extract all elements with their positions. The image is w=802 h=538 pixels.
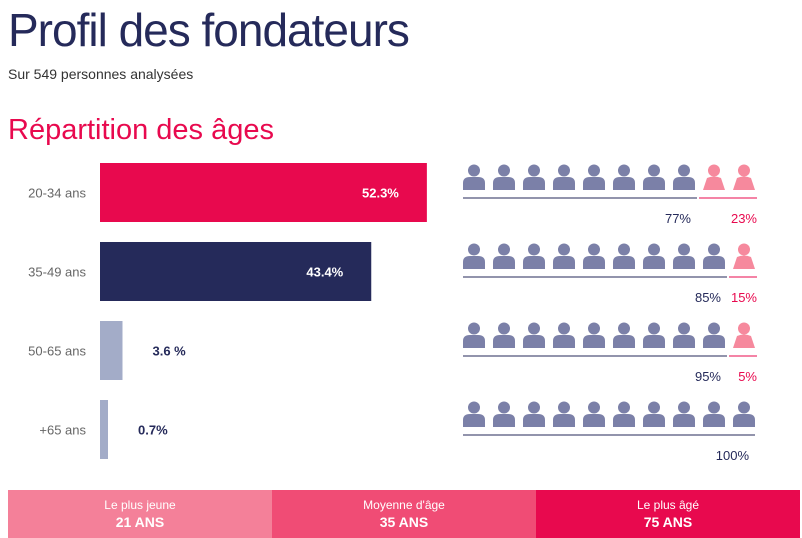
male-person-icon (553, 243, 575, 269)
male-person-icon (613, 164, 635, 190)
male-person-icon (583, 322, 605, 348)
youngest-label: Le plus jeune (104, 497, 176, 512)
male-person-icon (583, 164, 605, 190)
female-share-label: 5% (738, 369, 757, 384)
male-person-icon (553, 401, 575, 427)
male-share-label: 85% (695, 290, 721, 305)
male-person-icon (673, 401, 695, 427)
page-subtitle: Sur 549 personnes analysées (8, 66, 194, 82)
bar-category-label: 50-65 ans (28, 344, 86, 359)
male-person-icon (613, 401, 635, 427)
male-person-icon (463, 401, 485, 427)
average-label: Moyenne d'âge (363, 497, 445, 512)
female-person-icon (703, 164, 725, 190)
average-age-stat: Moyenne d'âge 35 ANS (272, 490, 536, 538)
bar (100, 163, 427, 222)
gender-pictogram-chart: 77% 23% 85% 15% 95% 5% 100% (463, 164, 757, 463)
male-person-icon (703, 322, 725, 348)
bar-data-label: 43.4% (306, 265, 343, 280)
oldest-founder-stat: Le plus âgé 75 ANS (536, 490, 800, 538)
male-person-icon (673, 243, 695, 269)
bar-data-label: 0.7% (138, 423, 168, 438)
oldest-label: Le plus âgé (636, 497, 700, 512)
bar-category-label: 20-34 ans (28, 186, 86, 201)
average-value: 35 ANS (379, 513, 429, 530)
male-person-icon (493, 164, 515, 190)
male-person-icon (463, 243, 485, 269)
bar (100, 242, 372, 301)
male-person-icon (643, 322, 665, 348)
male-share-label: 77% (665, 211, 691, 226)
male-person-icon (493, 243, 515, 269)
section-title: Répartition des âges (8, 114, 274, 146)
male-person-icon (493, 322, 515, 348)
bar-category-label: +65 ans (39, 423, 86, 438)
male-person-icon (523, 322, 545, 348)
male-person-icon (673, 164, 695, 190)
male-share-label: 100% (716, 448, 750, 463)
male-person-icon (733, 401, 755, 427)
male-person-icon (553, 322, 575, 348)
female-person-icon (733, 243, 755, 269)
male-person-icon (673, 322, 695, 348)
male-person-icon (643, 164, 665, 190)
male-share-label: 95% (695, 369, 721, 384)
female-person-icon (733, 164, 755, 190)
male-person-icon (523, 164, 545, 190)
male-person-icon (523, 401, 545, 427)
age-summary-footer: Le plus jeune 21 ANS Moyenne d'âge 35 AN… (8, 490, 800, 538)
male-person-icon (613, 322, 635, 348)
bar (100, 400, 108, 459)
female-share-label: 15% (731, 290, 757, 305)
male-person-icon (613, 243, 635, 269)
female-person-icon (733, 322, 755, 348)
age-bar-chart: 20-34 ans 52.3% 35-49 ans 43.4% 50-65 ans 3.6… (28, 163, 427, 459)
bar-category-label: 35-49 ans (28, 265, 86, 280)
bar-data-label: 3.6 % (153, 344, 187, 359)
oldest-value: 75 ANS (643, 513, 693, 530)
male-person-icon (553, 164, 575, 190)
bar-data-label: 52.3% (362, 186, 399, 201)
male-person-icon (643, 243, 665, 269)
bar (100, 321, 123, 380)
youngest-founder-stat: Le plus jeune 21 ANS (8, 490, 272, 538)
male-person-icon (703, 243, 725, 269)
male-person-icon (463, 164, 485, 190)
male-person-icon (583, 401, 605, 427)
page-title: Profil des fondateurs (8, 4, 410, 56)
male-person-icon (523, 243, 545, 269)
female-share-label: 23% (731, 211, 757, 226)
male-person-icon (703, 401, 725, 427)
youngest-value: 21 ANS (115, 513, 165, 530)
male-person-icon (463, 322, 485, 348)
male-person-icon (583, 243, 605, 269)
male-person-icon (643, 401, 665, 427)
male-person-icon (493, 401, 515, 427)
